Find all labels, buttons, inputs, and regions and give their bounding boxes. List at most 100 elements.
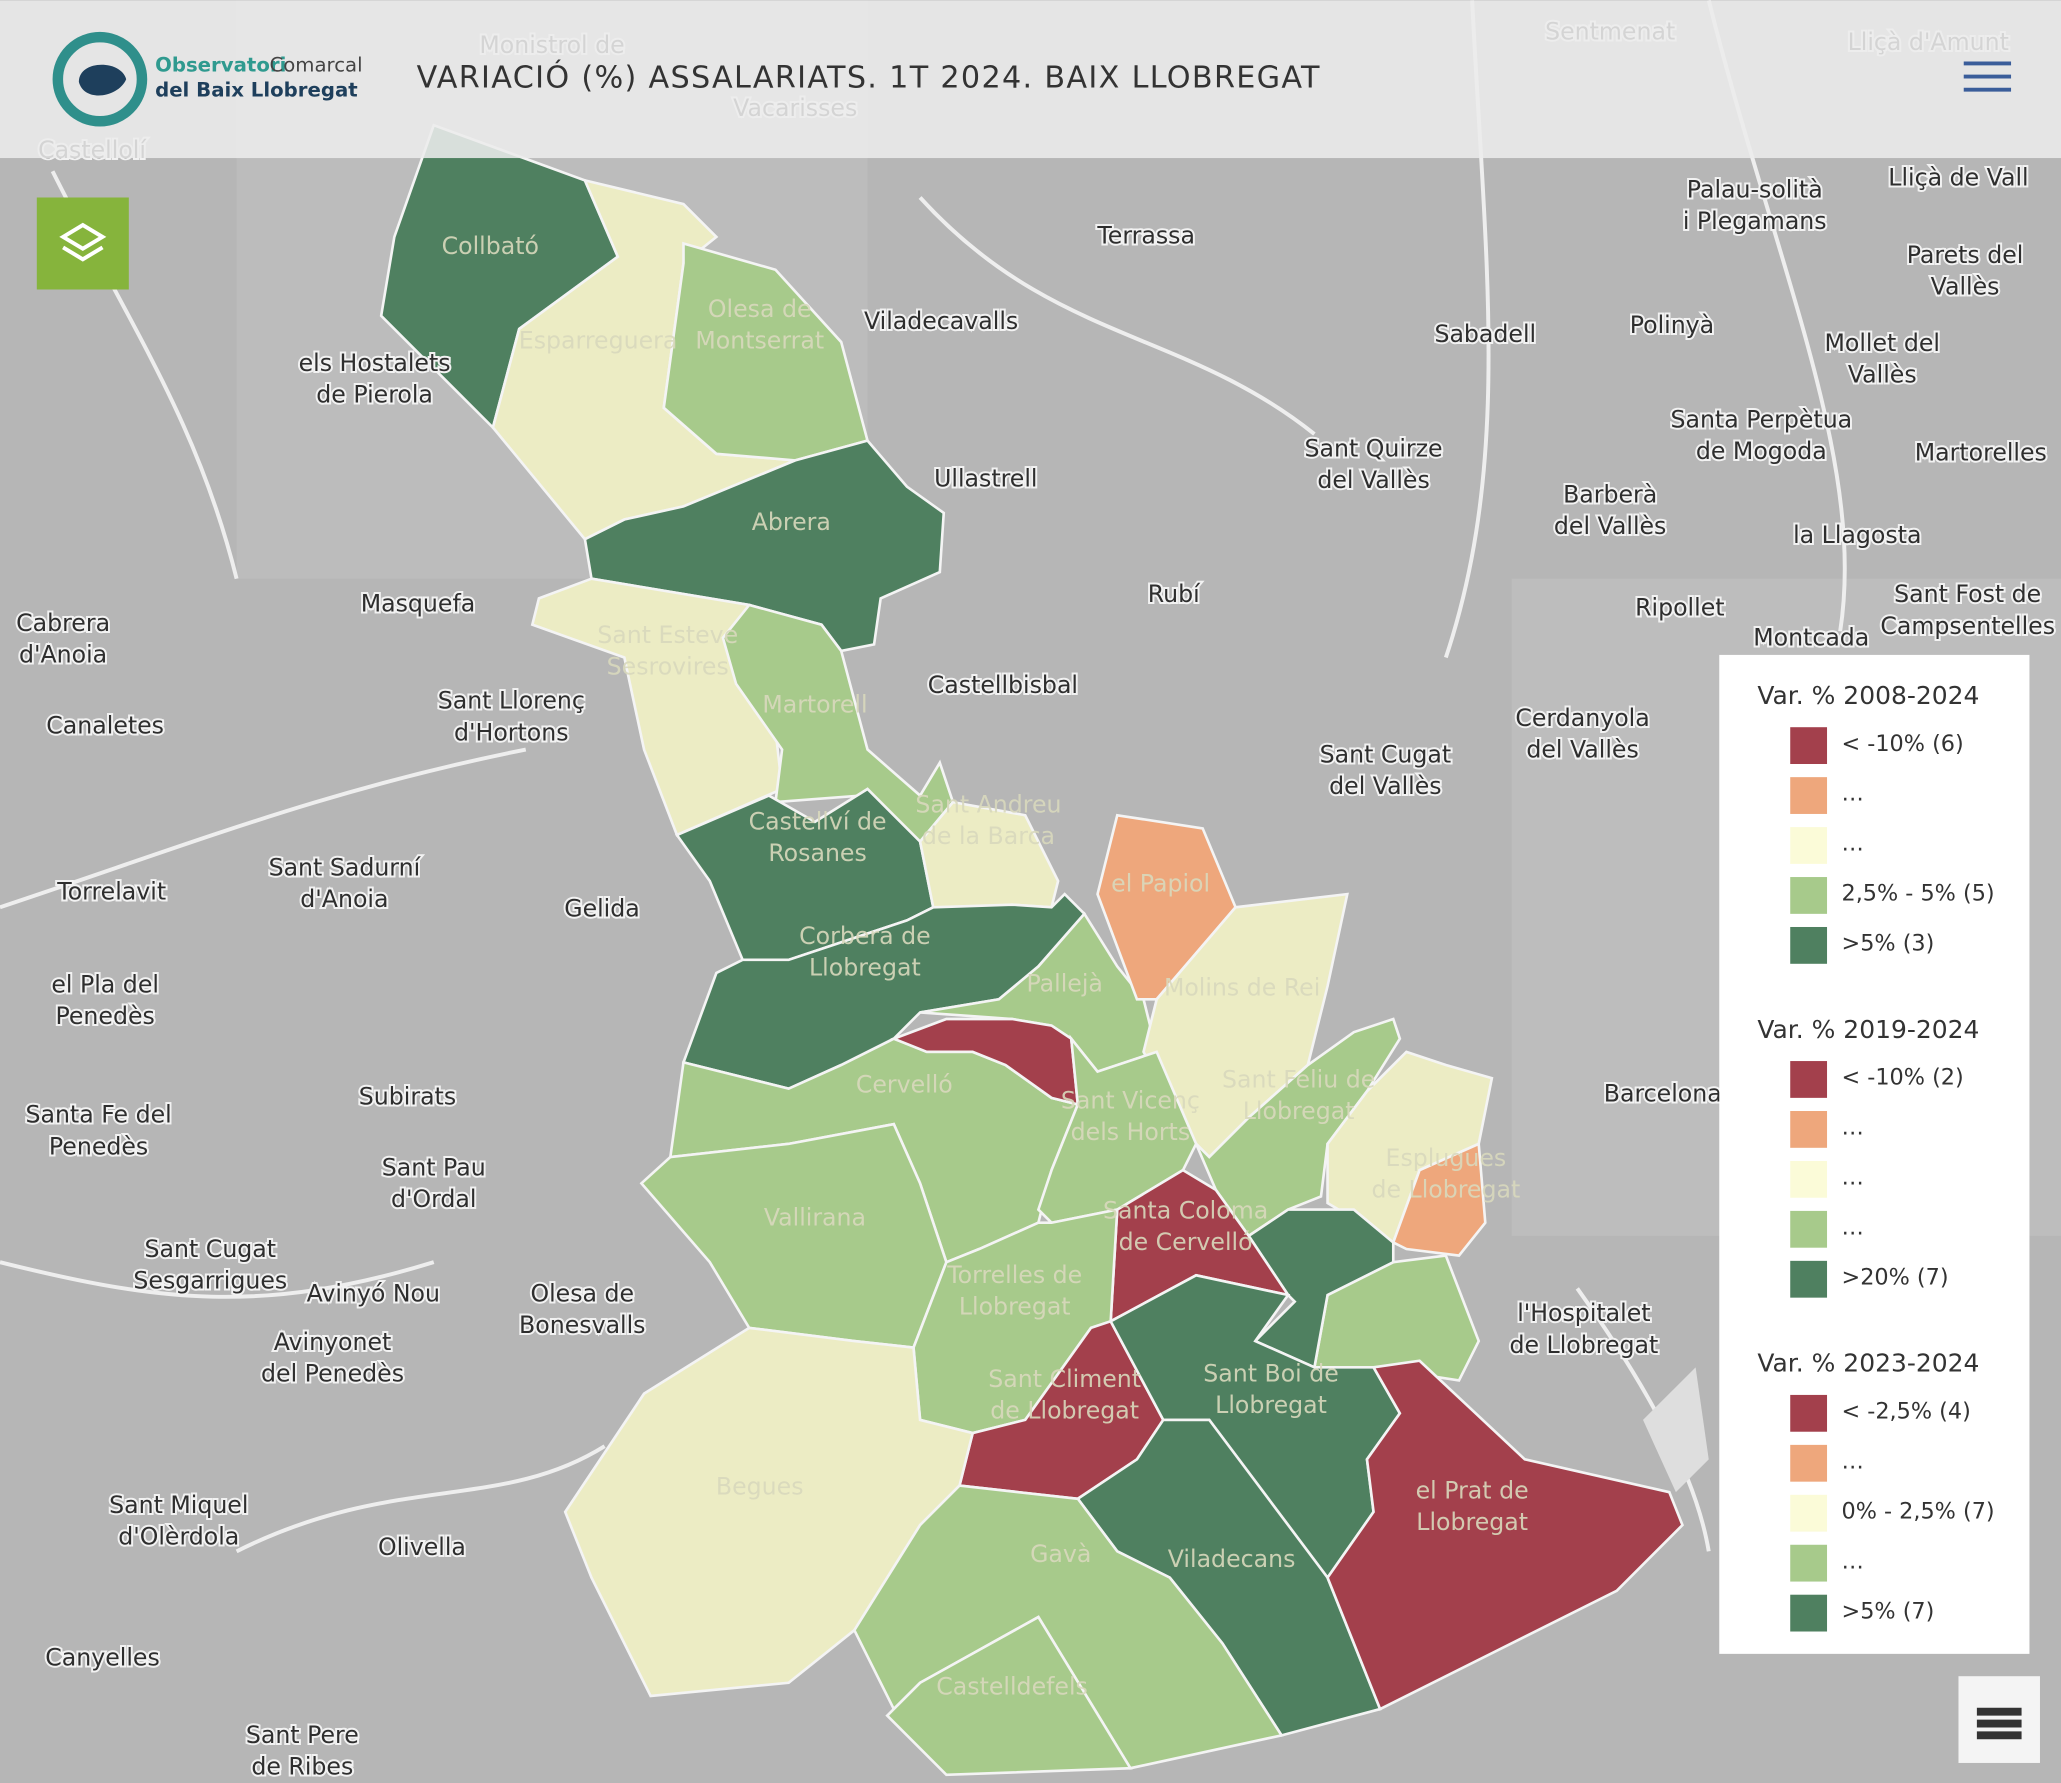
legend-title: Var. % 2023-2024 [1757,1349,1979,1378]
municipality-label: Martorell [762,691,867,719]
legend-label: >5% (7) [1841,1598,1934,1624]
header-bar [0,0,2061,159]
place-label: Avinyonet [274,1328,392,1356]
place-label: Barcelona [1604,1080,1722,1108]
menu-button[interactable] [1958,53,2016,100]
place-label: la Llagosta [1793,521,1921,549]
place-label: Cerdanyola [1515,704,1649,732]
place-label: Barberà [1563,480,1657,508]
municipality-label: Rosanes [768,839,866,867]
place-label: Torrelavit [56,877,166,905]
municipality-label: dels Horts [1071,1118,1191,1146]
layers-icon [59,222,107,262]
municipality-polygons [379,123,1684,1777]
place-label: del Vallès [1526,735,1638,763]
menu-icon [1963,61,2012,92]
place-label: d'Olèrdola [118,1523,239,1551]
place-label: Canyelles [45,1644,160,1672]
place-label: Sant Cugat [1320,741,1452,769]
municipality-label: Llobregat [1416,1508,1528,1536]
municipality-label: Llobregat [959,1293,1071,1321]
municipality-label: Corbera de [799,922,931,950]
legend-title: Var. % 2008-2024 [1757,681,1979,710]
municipality-label: Montserrat [695,327,824,355]
legend-label: … [1841,1448,1863,1474]
list-icon [1976,1707,2022,1740]
place-label: de Ribes [251,1753,353,1781]
place-label: Santa Perpètua [1670,405,1852,433]
legend-swatch [1790,1160,1828,1198]
logo-ring [52,31,148,127]
place-label: Olivella [378,1533,466,1561]
legend-label: … [1841,1548,1863,1574]
legend-label: < -10% (6) [1841,731,1963,757]
legend-label: … [1841,1214,1863,1240]
place-label: Penedès [49,1132,148,1160]
place-label: Canaletes [46,712,164,740]
place-label: de Pierola [316,380,433,408]
place-label: de Mogoda [1696,437,1827,465]
place-label: i Plegamans [1683,207,1827,235]
municipality-label: de Llobregat [1371,1176,1520,1204]
place-label: Sant Pere [246,1721,359,1749]
municipality-label: Molins de Rei [1164,973,1320,1001]
municipality-label: Esparreguera [519,327,678,355]
municipality-label: el Prat de [1416,1477,1529,1505]
legend-swatch [1790,1494,1828,1532]
place-label: Penedès [55,1002,154,1030]
place-label: el Pla del [51,971,159,999]
place-label: Lliçà de Vall [1888,164,2028,192]
place-label: Subirats [359,1082,456,1110]
municipality-label: Begues [716,1473,804,1501]
legend-swatch [1790,1544,1828,1582]
municipality-label: Esplugues [1386,1144,1507,1172]
place-label: del Vallès [1554,512,1666,540]
place-label: Bonesvalls [519,1311,645,1339]
place-label: Masquefa [361,589,476,617]
municipality-labels: Collbató Esparreguera Olesa de Montserrat Ab… [442,232,1529,1701]
municipality-label: Viladecans [1168,1545,1296,1573]
legend-label: … [1841,831,1863,857]
logo-text: del Baix Llobregat [155,79,358,102]
municipality-label: Sant Feliu de [1222,1065,1375,1093]
place-label: Castellbisbal [928,671,1078,699]
area [1246,1208,1395,1370]
municipality-label: Cervelló [856,1071,953,1099]
municipality-label: Castellví de [749,808,887,836]
legend-swatch [1790,1111,1828,1148]
layers-bg[interactable] [36,197,129,290]
logo-mark [78,64,127,96]
legend-swatch [1790,1210,1828,1248]
place-label: Vallès [1931,273,2000,301]
legend: Var. % 2008-2024 < -10% (6) … … 2,5% - 5% (5… [1757,681,1995,1632]
place-label: Montcada [1753,624,1869,652]
place-label: del Penedès [261,1360,404,1388]
municipality-label: Collbató [442,232,539,260]
legend-label: … [1841,1165,1863,1191]
municipality-label: Torrelles de [946,1261,1082,1289]
legend-title: Var. % 2019-2024 [1757,1015,1979,1044]
place-label: Olesa de [530,1280,634,1308]
legend-label: < -10% (2) [1841,1065,1963,1091]
roads [0,0,1847,1554]
legend-label: < -2,5% (4) [1841,1399,1970,1425]
municipality-label: Llobregat [809,954,921,982]
legend-label: 2,5% - 5% (5) [1841,881,1994,907]
list-button[interactable] [1958,1676,2040,1763]
place-label: Viladecavalls [864,307,1018,335]
municipality-label: Santa Coloma [1103,1197,1268,1225]
place-label: Sant Sadurní [269,854,422,882]
municipality-label: Sant Boi de [1203,1360,1339,1388]
place-label: Sant Pau [382,1153,486,1181]
place-label: d'Anoia [300,885,388,913]
place-label: d'Hortons [454,718,569,746]
municipality-label: Vallirana [764,1203,866,1231]
layers-button[interactable] [36,197,129,290]
legend-label: >20% (7) [1841,1264,1948,1290]
legend-swatch [1790,777,1828,814]
place-label: del Vallès [1317,466,1429,494]
legend-label: … [1841,781,1863,807]
place-label: l'Hospitalet [1517,1299,1650,1327]
map-title: VARIACIÓ (%) ASSALARIATS. 1T 2024. BAIX … [417,59,1321,96]
legend-swatch [1790,727,1828,765]
